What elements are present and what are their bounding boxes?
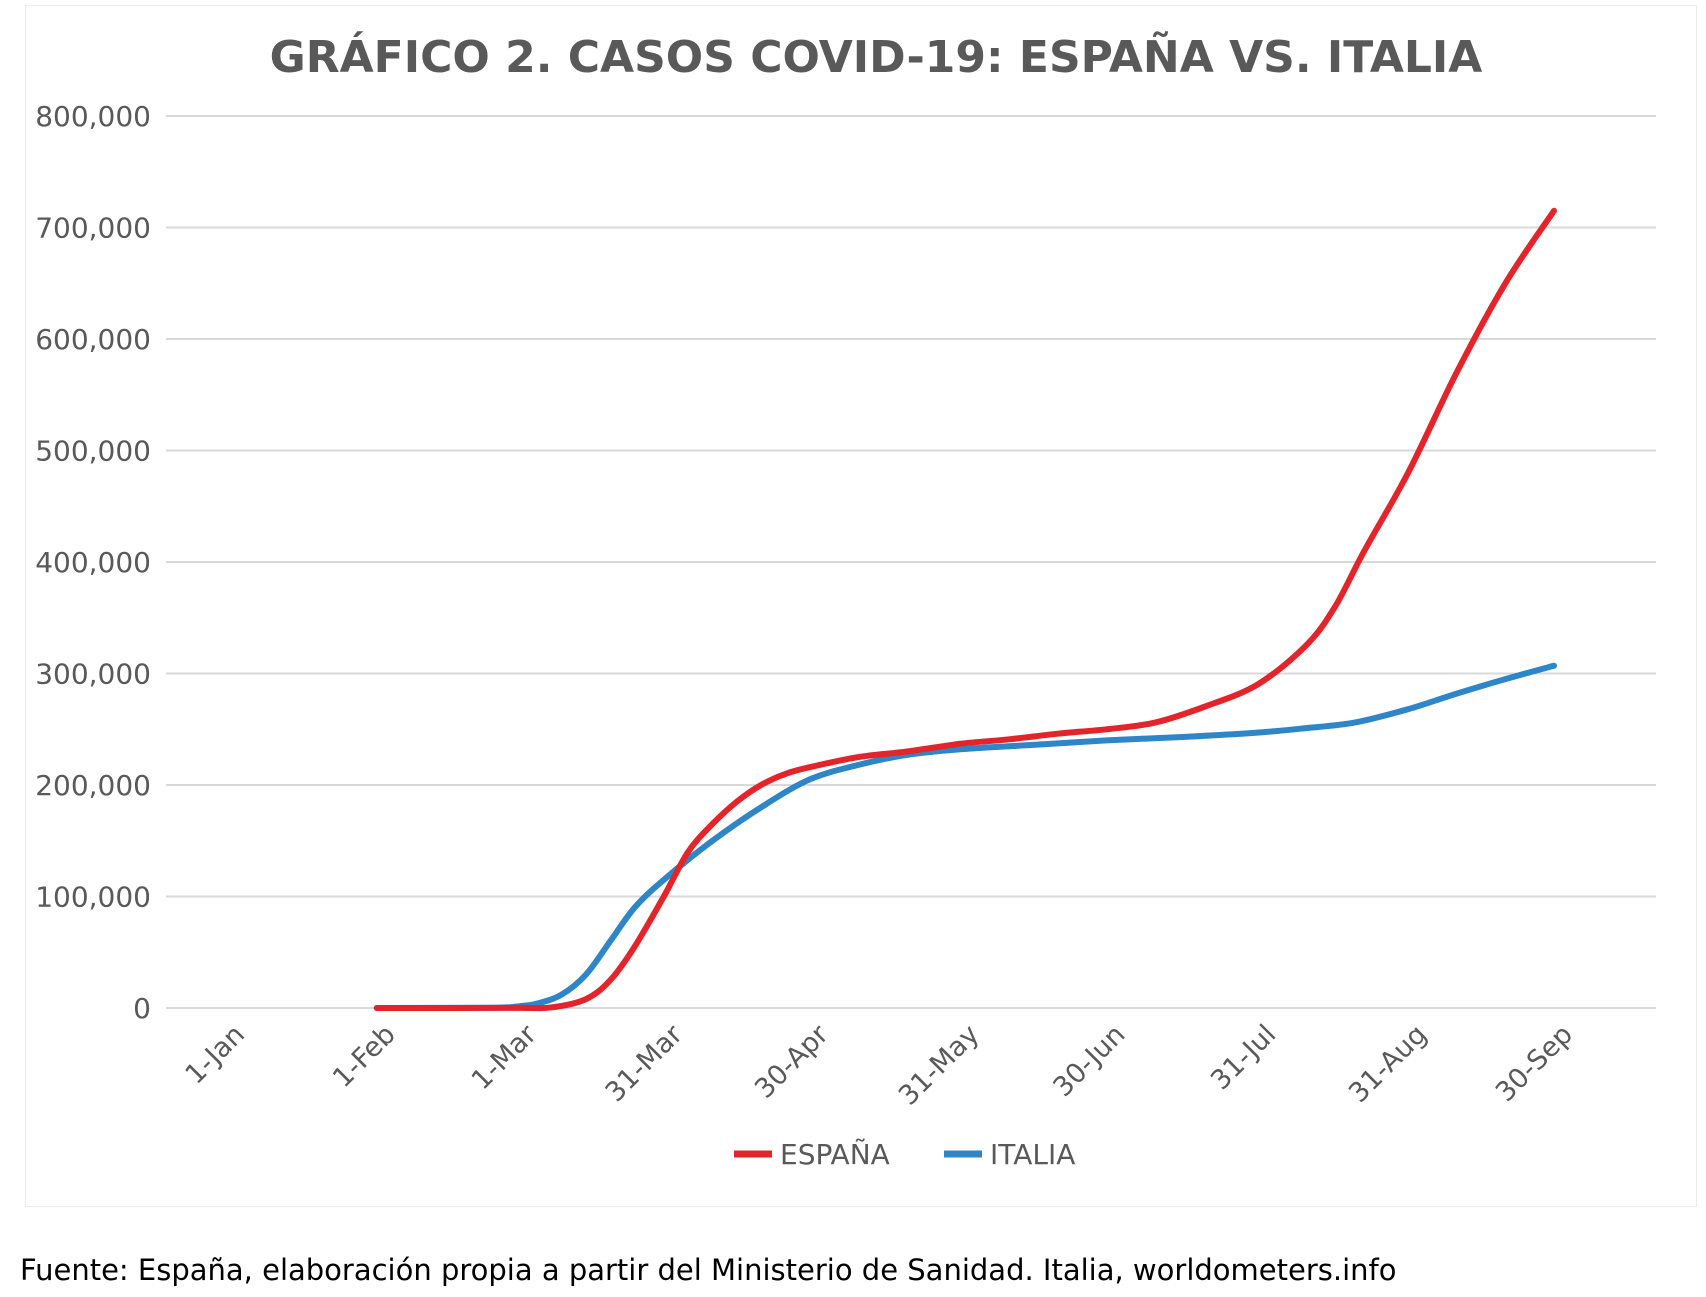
series-lines xyxy=(373,207,1557,1012)
x-tick-label: 1-Feb xyxy=(327,1019,402,1094)
x-tick-label: 31-May xyxy=(893,1019,986,1112)
y-tick-label: 500,000 xyxy=(35,435,151,468)
legend-label: ESPAÑA xyxy=(780,1138,890,1171)
y-tick-label: 200,000 xyxy=(35,769,151,802)
y-axis-ticks: 0 100,000 200,000 300,000 400,000 500,000 600,… xyxy=(35,100,151,1025)
source-note: Fuente: España, elaboración propia a par… xyxy=(20,1253,1397,1287)
line-chart: GRÁFICO 2. CASOS COVID-19: ESPAÑA VS. IT… xyxy=(35,30,1656,1171)
gridlines xyxy=(166,115,1656,1009)
x-tick-label: 1-Mar xyxy=(466,1018,544,1096)
y-tick-label: 300,000 xyxy=(35,658,151,691)
y-tick-label: 700,000 xyxy=(35,212,151,245)
x-tick-label: 30-Apr xyxy=(749,1018,835,1104)
x-tick-label: 30-Jun xyxy=(1047,1019,1131,1103)
y-tick-label: 400,000 xyxy=(35,546,151,579)
series-line-italia xyxy=(373,662,1557,1011)
x-tick-label: 30-Sep xyxy=(1490,1019,1579,1108)
series-line-espana xyxy=(373,207,1557,1012)
legend: ESPAÑA ITALIA xyxy=(734,1138,1075,1171)
x-tick-label: 31-Aug xyxy=(1343,1019,1433,1109)
x-tick-label: 1-Jan xyxy=(179,1019,250,1090)
y-tick-label: 600,000 xyxy=(35,323,151,356)
legend-label: ITALIA xyxy=(990,1138,1075,1171)
x-tick-label: 31-Jul xyxy=(1205,1019,1282,1096)
chart-title: GRÁFICO 2. CASOS COVID-19: ESPAÑA VS. IT… xyxy=(270,30,1483,83)
x-tick-label: 31-Mar xyxy=(600,1018,690,1108)
chart-frame: GRÁFICO 2. CASOS COVID-19: ESPAÑA VS. IT… xyxy=(25,5,1697,1207)
x-axis-ticks: 1-Jan 1-Feb 1-Mar 31-Mar 30-Apr 31-May 30-Jun 3… xyxy=(179,1018,1578,1111)
y-tick-label: 800,000 xyxy=(35,100,151,133)
y-tick-label: 100,000 xyxy=(35,881,151,914)
y-tick-label: 0 xyxy=(133,992,151,1025)
